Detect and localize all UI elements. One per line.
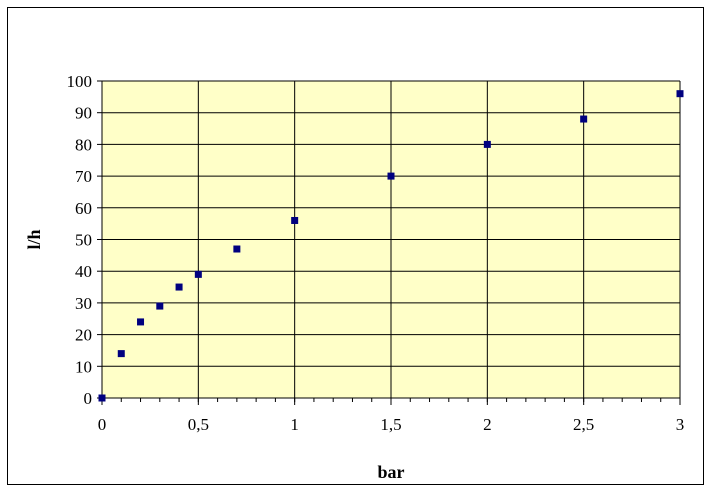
- gridlines: [101, 80, 681, 399]
- y-tick-label: 80: [75, 135, 92, 154]
- data-point: [156, 302, 164, 310]
- x-axis-title: bar: [378, 462, 405, 482]
- y-tick-label: 0: [84, 389, 93, 408]
- y-tick-label: 30: [75, 294, 92, 313]
- y-tick-label: 50: [75, 231, 92, 250]
- x-tick-label: 1: [290, 415, 299, 434]
- y-tick-label: 10: [75, 357, 92, 376]
- x-tick-label: 0: [98, 415, 107, 434]
- data-point: [194, 270, 202, 278]
- tick-labels: 0 10 20 30 40 50 60 70 80 90 100 0 0,5 1 1,5 2 2,5 3: [67, 72, 685, 434]
- y-tick-label: 40: [75, 262, 92, 281]
- data-point: [676, 90, 684, 98]
- y-tick-label: 60: [75, 199, 92, 218]
- x-tick-label: 2,5: [573, 415, 594, 434]
- data-point: [233, 245, 241, 253]
- data-point: [483, 140, 491, 148]
- data-point: [387, 172, 395, 180]
- y-axis-title: l/h: [24, 229, 44, 249]
- data-point: [137, 318, 145, 326]
- data-point: [175, 283, 183, 291]
- x-tick-label: 2: [483, 415, 492, 434]
- y-tick-label: 70: [75, 167, 92, 186]
- data-point: [291, 216, 299, 224]
- x-tick-label: 0,5: [188, 415, 209, 434]
- y-tick-label: 90: [75, 104, 92, 123]
- data-point: [580, 115, 588, 123]
- x-tick-label: 1,5: [380, 415, 401, 434]
- y-tick-label: 20: [75, 326, 92, 345]
- data-point: [98, 394, 106, 402]
- x-tick-label: 3: [676, 415, 685, 434]
- data-points: [98, 90, 684, 402]
- data-point: [117, 350, 125, 358]
- y-tick-label: 100: [67, 72, 93, 91]
